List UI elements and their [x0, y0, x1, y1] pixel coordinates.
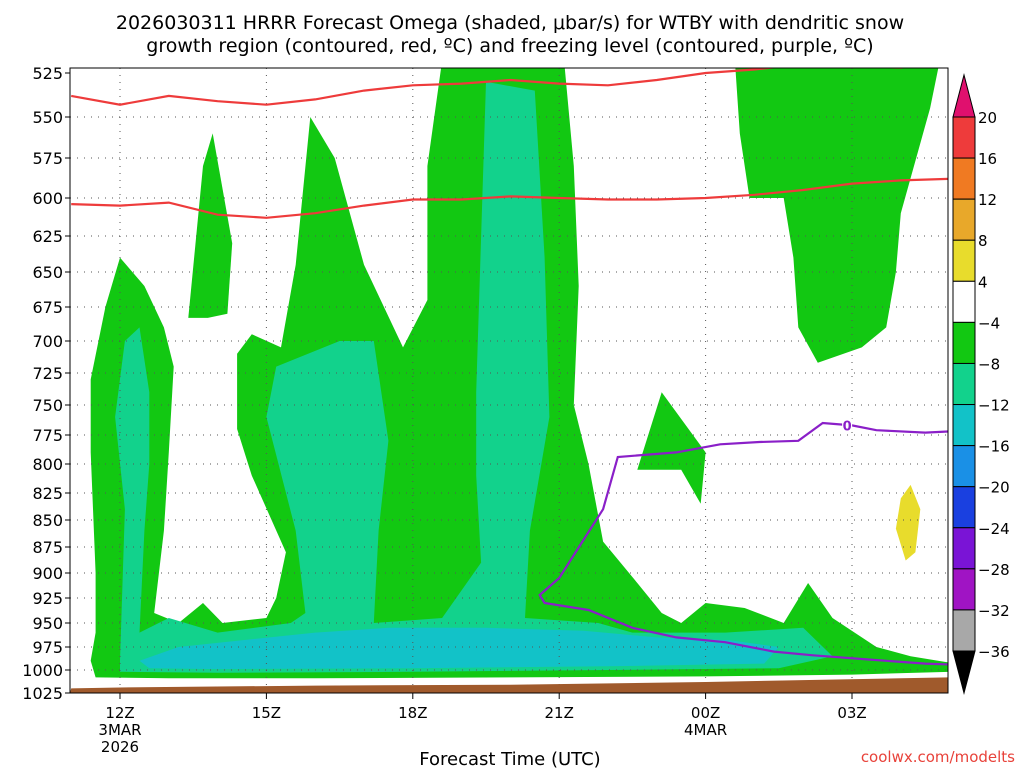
colorbar-bin	[952, 157, 976, 200]
x-tick-date: 4MAR	[684, 721, 727, 739]
colorbar-label: −16	[978, 438, 1010, 456]
colorbar-label: −20	[978, 479, 1010, 497]
y-tick-label: 1000	[22, 661, 63, 680]
plot-frame	[69, 67, 949, 694]
y-axis: 525 550 575 600 625 650 675 700 725 750 775 800 825 8…	[22, 64, 70, 703]
colorbar-label: −4	[978, 314, 1000, 332]
colorbar-bin	[952, 280, 976, 323]
y-tick-label: 875	[32, 538, 63, 557]
freezing-level-label-bg	[842, 418, 853, 432]
x-axis-label: Forecast Time (UTC)	[419, 749, 600, 768]
y-tick-label: 850	[32, 511, 63, 530]
y-tick-label: 625	[32, 227, 63, 246]
colorbar-label: 8	[978, 232, 988, 250]
omega-shaded-regions	[90, 68, 948, 679]
y-tick-label: 750	[32, 396, 63, 415]
terrain-surface	[70, 677, 948, 693]
colorbar-label: −24	[978, 520, 1010, 538]
x-tick-label: 12Z	[105, 704, 134, 722]
y-tick-label: 725	[32, 364, 63, 383]
y-tick-label: 975	[32, 638, 63, 657]
colorbar-bin	[952, 568, 976, 611]
omega-region-3	[735, 68, 939, 363]
omega-region-2	[637, 392, 706, 504]
dendritic-contour-2	[71, 177, 948, 219]
colorbar-bin	[952, 527, 976, 570]
y-tick-label: 1025	[22, 684, 63, 703]
y-tick-label: 675	[32, 298, 63, 317]
colorbar-bin	[952, 404, 976, 447]
freezing-level-label: 0	[843, 419, 852, 434]
site-credit[interactable]: coolwx.com/modelts	[861, 748, 1015, 766]
colorbar-bin	[952, 198, 976, 241]
y-tick-label: 525	[32, 64, 63, 83]
x-tick-label: 21Z	[545, 704, 574, 722]
y-tick-label: 775	[32, 426, 63, 445]
chart-title-line2: growth region (contoured, red, ºC) and f…	[146, 35, 873, 57]
colorbar: 20 16 12 8 4 −4 −8 −12 −16 −20 −24 −28 −32 −36	[952, 73, 1010, 695]
dendritic-contour-1	[866, 68, 910, 69]
colorbar-label: 20	[978, 109, 997, 127]
x-tick-label: 15Z	[252, 704, 281, 722]
colorbar-label: −32	[978, 602, 1010, 620]
y-tick-label: 825	[32, 484, 63, 503]
x-tick-label: 00Z	[691, 704, 720, 722]
y-tick-label: 925	[32, 589, 63, 608]
colorbar-bin	[952, 116, 976, 159]
colorbar-bin	[952, 362, 976, 406]
omega-region-5	[115, 81, 833, 673]
colorbar-label: −12	[978, 397, 1010, 415]
colorbar-bottom-triangle	[952, 650, 976, 695]
y-tick-label: 900	[32, 564, 63, 583]
chart-title-line1: 2026030311 HRRR Forecast Omega (shaded, …	[116, 12, 904, 34]
dendritic-contour-0	[71, 68, 779, 106]
y-tick-label: 800	[32, 455, 63, 474]
y-tick-label: 650	[32, 263, 63, 282]
y-tick-label: 575	[32, 149, 63, 168]
x-tick-year: 2026	[101, 738, 139, 756]
terrain-fill	[70, 677, 948, 693]
y-tick-label: 700	[32, 332, 63, 351]
colorbar-top-triangle	[952, 73, 976, 118]
colorbar-bin	[952, 609, 976, 652]
colorbar-label: 16	[978, 150, 997, 168]
omega-region-6	[139, 627, 779, 670]
colorbar-bin	[952, 321, 976, 364]
colorbar-label: −36	[978, 643, 1010, 661]
temperature-contours: 0	[71, 68, 948, 666]
colorbar-label: 12	[978, 191, 997, 209]
x-tick-date: 3MAR	[98, 721, 141, 739]
colorbar-label: −8	[978, 355, 1000, 373]
omega-region-1	[188, 133, 233, 318]
x-tick-label: 18Z	[398, 704, 427, 722]
colorbar-label: 4	[978, 273, 988, 291]
x-tick-label: 03Z	[837, 704, 866, 722]
colorbar-bin	[952, 486, 976, 529]
colorbar-bin	[952, 239, 976, 282]
omega-region-7	[895, 484, 921, 561]
y-tick-label: 550	[32, 108, 63, 127]
y-tick-label: 950	[32, 614, 63, 633]
y-tick-label: 600	[32, 189, 63, 208]
colorbar-bin	[952, 445, 976, 488]
colorbar-label: −28	[978, 561, 1010, 579]
